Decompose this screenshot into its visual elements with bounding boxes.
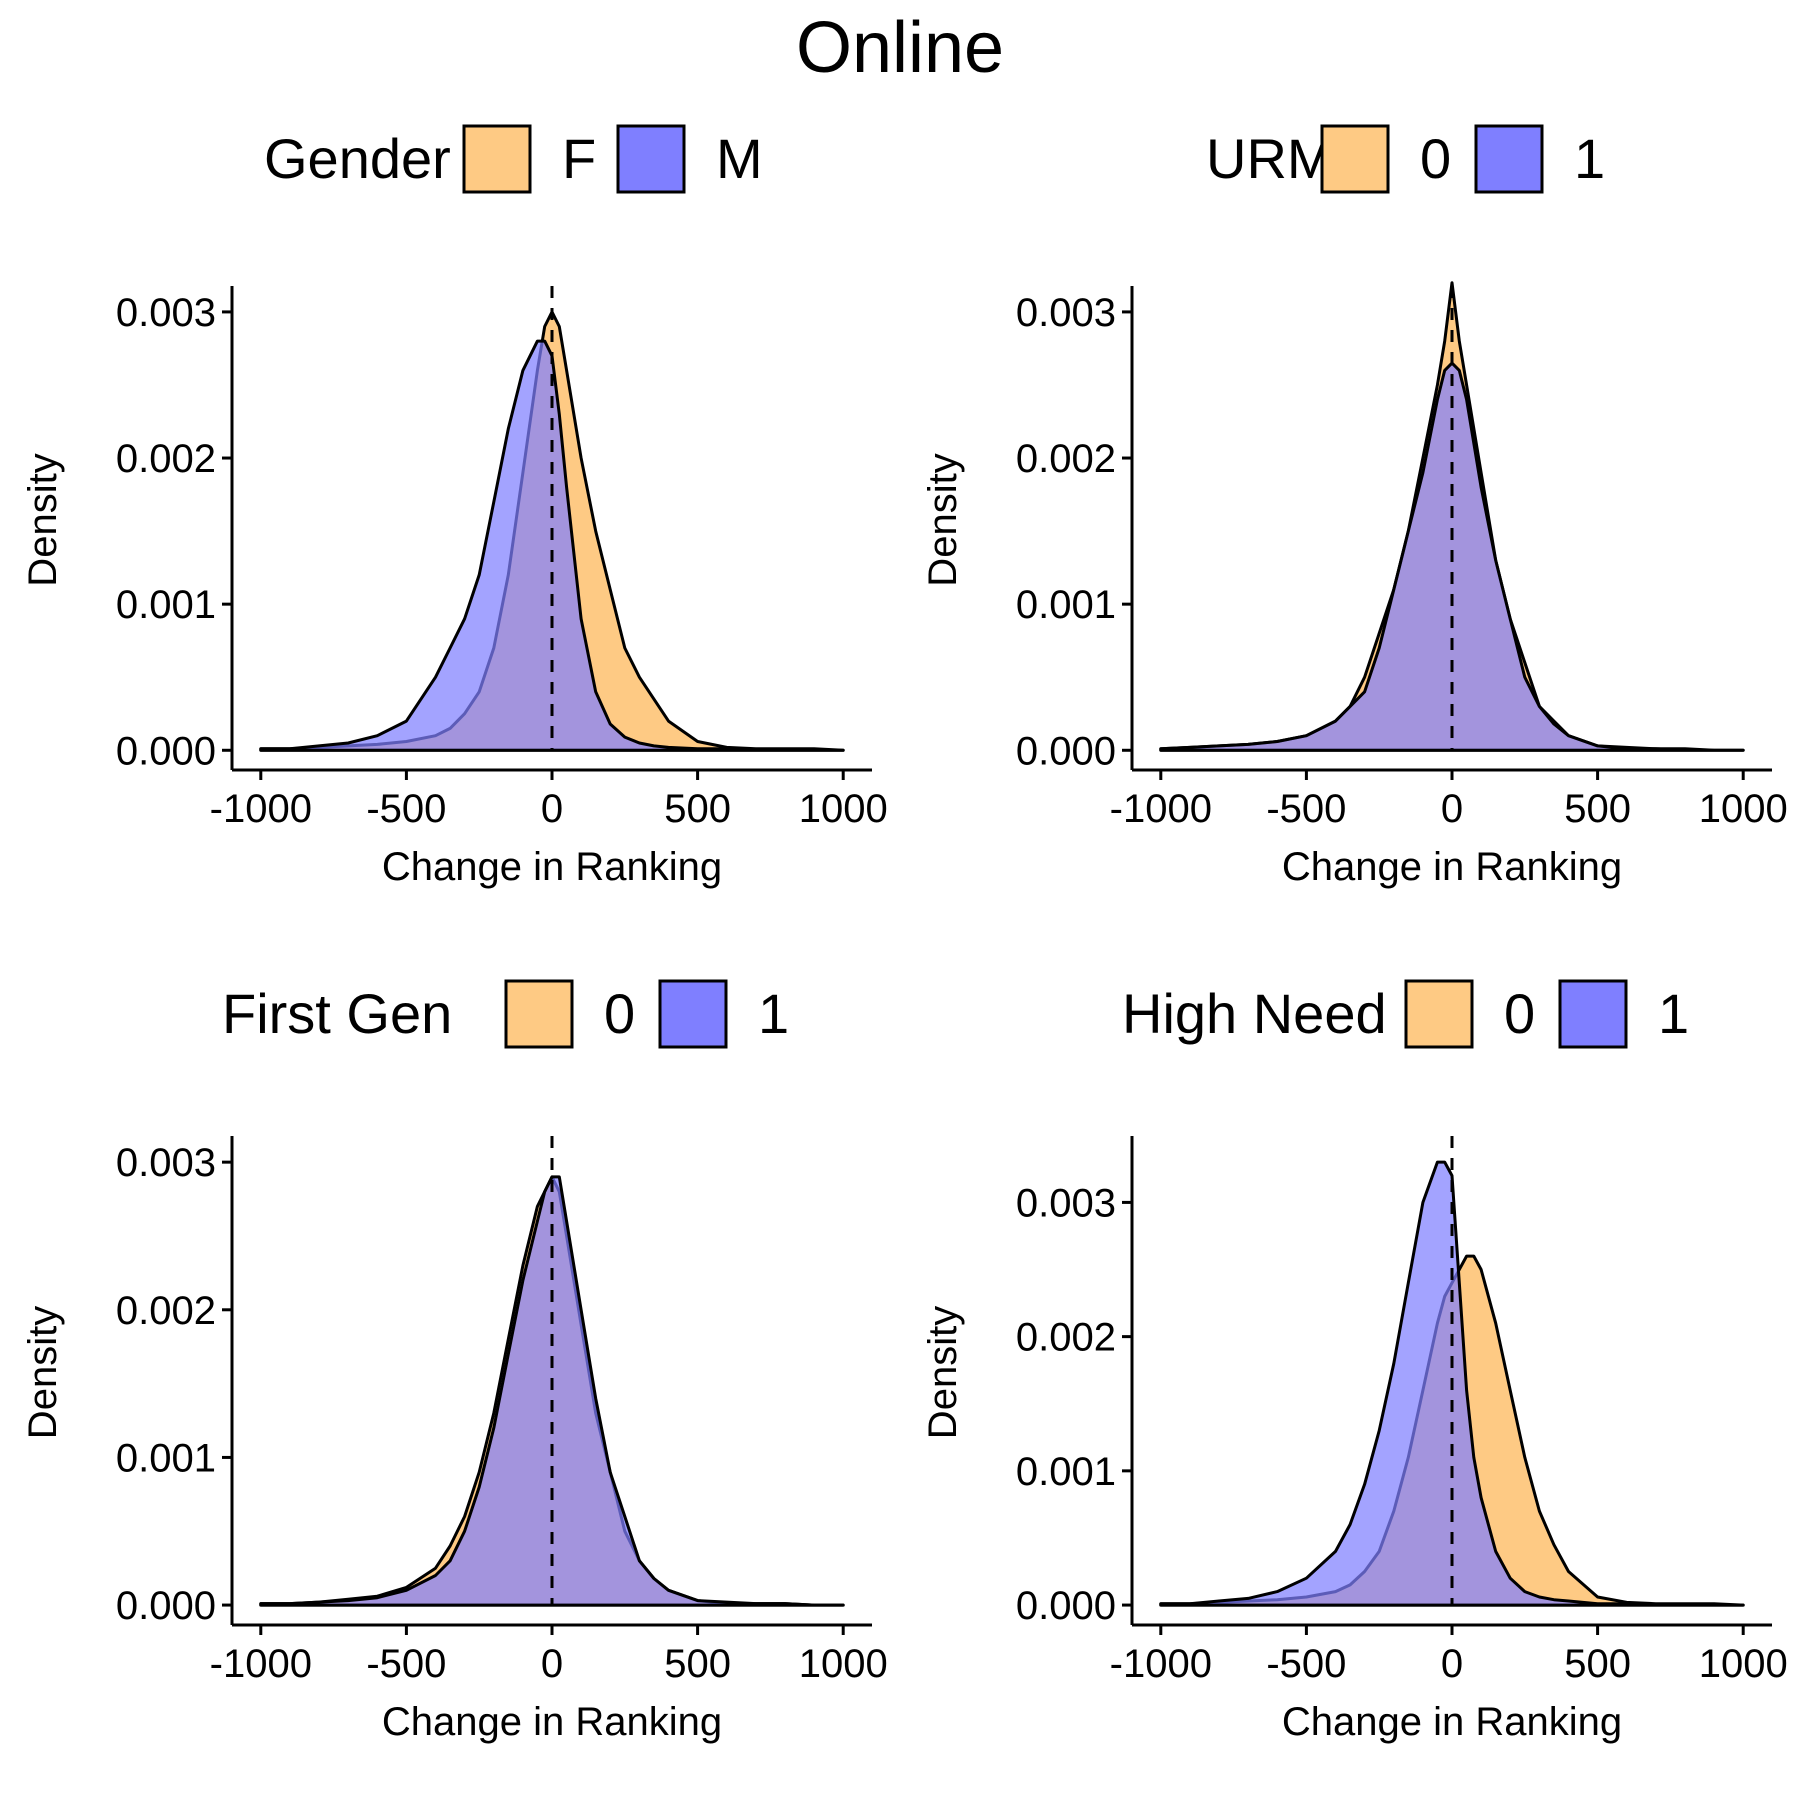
x-tick-label: 0 bbox=[1441, 1642, 1463, 1686]
legend-key-group-b bbox=[616, 124, 686, 194]
x-tick-label: -1000 bbox=[1110, 1642, 1212, 1686]
y-tick-label: 0.001 bbox=[1016, 583, 1116, 627]
y-tick-label: 0.000 bbox=[1016, 729, 1116, 773]
y-tick-label: 0.002 bbox=[116, 437, 216, 481]
x-axis-title: Change in Ranking bbox=[1282, 845, 1622, 889]
y-tick-label: 0.001 bbox=[116, 583, 216, 627]
legend: High Need 0 1 bbox=[1122, 979, 1689, 1049]
x-tick-label: 0 bbox=[541, 1642, 563, 1686]
legend-key-group-a bbox=[462, 124, 532, 194]
y-tick-label: 0.003 bbox=[1016, 291, 1116, 335]
legend-label: 1 bbox=[1658, 982, 1689, 1045]
y-tick-label: 0.003 bbox=[116, 291, 216, 335]
panel-1: 0.000 0.001 0.002 0.003 -1000 -500 0 500 1000 Cha… bbox=[921, 124, 1788, 889]
x-tick-label: -500 bbox=[366, 1642, 446, 1686]
legend-key-group-b bbox=[1474, 124, 1544, 194]
legend-title: First Gen bbox=[222, 982, 452, 1045]
y-tick-label: 0.003 bbox=[116, 1141, 216, 1185]
panel-3: 0.000 0.001 0.002 0.003 -1000 -500 0 500 1000 Cha… bbox=[921, 979, 1788, 1744]
y-tick-label: 0.002 bbox=[1016, 437, 1116, 481]
y-tick-label: 0.001 bbox=[116, 1436, 216, 1480]
y-tick-label: 0.002 bbox=[1016, 1316, 1116, 1360]
legend-key-group-a bbox=[504, 979, 574, 1049]
x-tick-label: -500 bbox=[1266, 787, 1346, 831]
legend-title: Gender bbox=[264, 127, 451, 190]
legend: Gender F M bbox=[264, 124, 763, 194]
density-area-group-b bbox=[259, 1175, 845, 1607]
x-axis-title: Change in Ranking bbox=[382, 845, 722, 889]
x-axis-title: Change in Ranking bbox=[382, 1700, 722, 1744]
x-tick-label: 1000 bbox=[799, 1642, 888, 1686]
legend-key-group-b bbox=[658, 979, 728, 1049]
x-axis-title: Change in Ranking bbox=[1282, 1700, 1622, 1744]
x-tick-label: 1000 bbox=[1699, 787, 1788, 831]
y-tick-label: 0.000 bbox=[116, 1584, 216, 1628]
x-tick-label: -500 bbox=[366, 787, 446, 831]
x-tick-label: 0 bbox=[1441, 787, 1463, 831]
legend-title: URM bbox=[1206, 127, 1334, 190]
x-tick-label: 500 bbox=[664, 1642, 731, 1686]
x-tick-label: 500 bbox=[1564, 1642, 1631, 1686]
legend-label: 1 bbox=[1574, 127, 1605, 190]
legend-label: 0 bbox=[1420, 127, 1451, 190]
y-tick-label: 0.003 bbox=[1016, 1181, 1116, 1225]
legend-label: 0 bbox=[604, 982, 635, 1045]
y-axis-title: Density bbox=[21, 453, 65, 586]
x-tick-label: -500 bbox=[1266, 1642, 1346, 1686]
panel-0: 0.000 0.001 0.002 0.003 -1000 -500 0 500 1000 Cha… bbox=[21, 124, 888, 889]
y-tick-label: 0.000 bbox=[116, 729, 216, 773]
y-axis-title: Density bbox=[921, 1306, 965, 1439]
legend-key-group-a bbox=[1404, 979, 1474, 1049]
x-tick-label: 0 bbox=[541, 787, 563, 831]
legend-label: 0 bbox=[1504, 982, 1535, 1045]
x-tick-label: 1000 bbox=[1699, 1642, 1788, 1686]
x-tick-label: -1000 bbox=[210, 787, 312, 831]
x-tick-label: 1000 bbox=[799, 787, 888, 831]
y-tick-label: 0.002 bbox=[116, 1289, 216, 1333]
y-axis-title: Density bbox=[21, 1306, 65, 1439]
x-tick-label: 500 bbox=[1564, 787, 1631, 831]
figure-title: Online bbox=[796, 8, 1004, 88]
legend-title: High Need bbox=[1122, 982, 1387, 1045]
x-tick-label: 500 bbox=[664, 787, 731, 831]
legend-label: M bbox=[716, 127, 763, 190]
x-tick-label: -1000 bbox=[210, 1642, 312, 1686]
panel-2: 0.000 0.001 0.002 0.003 -1000 -500 0 500 1000 Cha… bbox=[21, 979, 888, 1744]
legend-key-group-a bbox=[1320, 124, 1390, 194]
legend-key-group-b bbox=[1558, 979, 1628, 1049]
legend: First Gen 0 1 bbox=[222, 979, 789, 1049]
legend: URM 0 1 bbox=[1206, 124, 1605, 194]
y-axis-title: Density bbox=[921, 453, 965, 586]
x-tick-label: -1000 bbox=[1110, 787, 1212, 831]
y-tick-label: 0.000 bbox=[1016, 1584, 1116, 1628]
y-tick-label: 0.001 bbox=[1016, 1450, 1116, 1494]
legend-label: F bbox=[562, 127, 596, 190]
legend-label: 1 bbox=[758, 982, 789, 1045]
